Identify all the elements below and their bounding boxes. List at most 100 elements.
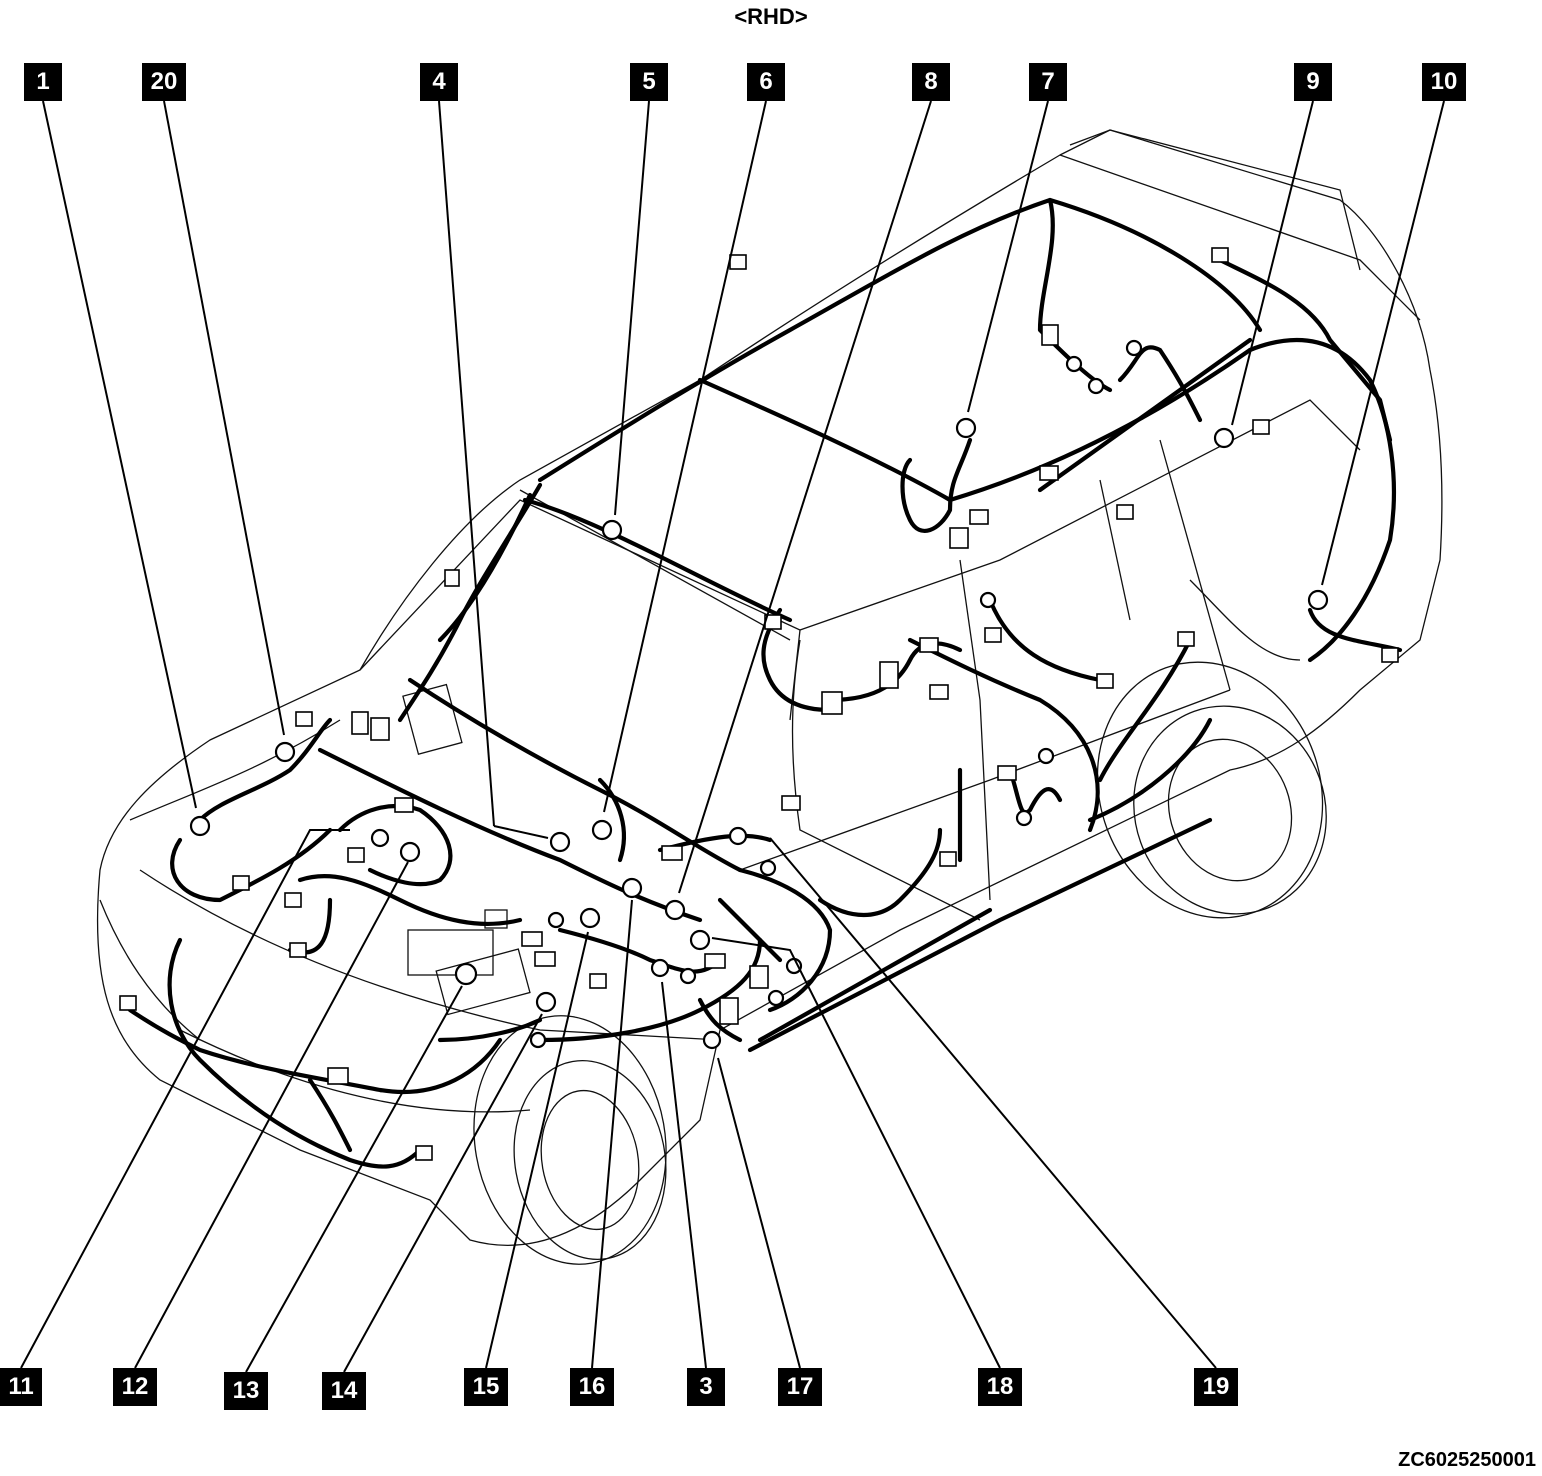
leader-9 — [1231, 100, 1314, 426]
callout-6: 6 — [747, 63, 785, 101]
leader-14 — [343, 1013, 543, 1373]
callout-1: 1 — [24, 63, 62, 101]
ring-terminal-icon — [1065, 355, 1083, 373]
ring-terminal-icon — [728, 826, 748, 846]
connector-icon — [879, 661, 899, 689]
connector-icon — [589, 973, 607, 989]
ring-terminal-icon — [767, 989, 785, 1007]
ring-terminal-icon — [702, 1030, 722, 1050]
ring-terminal-icon — [579, 907, 601, 929]
ring-terminal-icon — [454, 962, 478, 986]
ring-terminal-icon — [1087, 377, 1105, 395]
connector-icon — [969, 509, 989, 525]
connector-icon — [370, 717, 390, 741]
callout-12: 12 — [113, 1368, 157, 1406]
ring-terminal-icon — [1125, 339, 1143, 357]
ring-terminal-icon — [1307, 589, 1329, 611]
callout-9: 9 — [1294, 63, 1332, 101]
leader-7 — [967, 100, 1049, 413]
connector-icon — [534, 951, 556, 967]
ring-terminal-icon — [979, 591, 997, 609]
connector-icon — [661, 845, 683, 861]
callout-11: 11 — [0, 1368, 42, 1406]
callout-leader-lines — [20, 100, 1445, 1373]
connector-icon — [351, 711, 369, 735]
connector-icon — [719, 997, 739, 1025]
leader-16 — [591, 899, 633, 1369]
connector-icon — [704, 953, 726, 969]
callout-18: 18 — [978, 1368, 1022, 1406]
leader-1 — [42, 100, 197, 809]
connector-icon — [729, 254, 747, 270]
leader-3 — [661, 981, 707, 1369]
ring-terminal-icon — [689, 929, 711, 951]
leader-8 — [678, 100, 932, 894]
ring-terminal-icon — [759, 859, 777, 877]
connector-icon — [1039, 465, 1059, 481]
ring-terminal-icon — [549, 831, 571, 853]
connector-icon — [521, 931, 543, 947]
leader-20 — [163, 100, 285, 736]
ring-terminal-icon — [591, 819, 613, 841]
connector-icon — [997, 765, 1017, 781]
callout-15: 15 — [464, 1368, 508, 1406]
callout-7: 7 — [1029, 63, 1067, 101]
leader-19 — [769, 837, 1217, 1369]
callout-16: 16 — [570, 1368, 614, 1406]
ring-terminal-icon — [664, 899, 686, 921]
callout-20: 20 — [142, 63, 186, 101]
ring-terminal-icon — [1213, 427, 1235, 449]
connector-icon — [1096, 673, 1114, 689]
connector-icon — [919, 637, 939, 653]
connector-icon — [394, 797, 414, 813]
callout-4: 4 — [420, 63, 458, 101]
leader-5 — [614, 100, 650, 516]
ring-terminal-icon — [399, 841, 421, 863]
connector-icon — [781, 795, 801, 811]
leader-11 — [20, 829, 350, 1369]
figure-code: ZC6025250001 — [1398, 1449, 1536, 1471]
connector-icon — [119, 995, 137, 1011]
callout-14: 14 — [322, 1372, 366, 1410]
leader-17 — [717, 1057, 801, 1369]
leader-10 — [1321, 100, 1445, 586]
ring-terminal-icon — [601, 519, 623, 541]
connector-icon — [1177, 631, 1195, 647]
connector-icon — [949, 527, 969, 549]
connector-icon — [415, 1145, 433, 1161]
connector-icon — [1211, 247, 1229, 263]
ground-points — [189, 339, 1329, 1050]
connector-icon — [327, 1067, 349, 1085]
callout-3: 3 — [687, 1368, 725, 1406]
ring-terminal-icon — [370, 828, 390, 848]
connector-icon — [984, 627, 1002, 643]
connector-icon — [1041, 324, 1059, 346]
connector-icon — [232, 875, 250, 891]
leader-12 — [134, 861, 409, 1369]
connector-icon — [1116, 504, 1134, 520]
callout-19: 19 — [1194, 1368, 1238, 1406]
leader-15 — [485, 931, 589, 1369]
connector-icon — [1252, 419, 1270, 435]
connector-icon — [284, 892, 302, 908]
callout-5: 5 — [630, 63, 668, 101]
ring-terminal-icon — [274, 741, 296, 763]
wiring-harness-routes — [127, 197, 1403, 1169]
connector-icon — [347, 847, 365, 863]
callout-13: 13 — [224, 1372, 268, 1410]
leader-18 — [711, 937, 1001, 1369]
ring-terminal-icon — [1015, 809, 1033, 827]
ring-terminal-icon — [189, 815, 211, 837]
ring-terminal-icon — [547, 911, 565, 929]
leader-6 — [603, 100, 767, 813]
leader-4-tail — [493, 825, 549, 839]
connector-icon — [295, 711, 313, 727]
connector-icon — [289, 942, 307, 958]
connector-icon — [1381, 647, 1399, 663]
connector-icon — [821, 691, 843, 715]
callout-10: 10 — [1422, 63, 1466, 101]
ring-terminal-icon — [621, 877, 643, 899]
ring-terminal-icon — [529, 1031, 547, 1049]
